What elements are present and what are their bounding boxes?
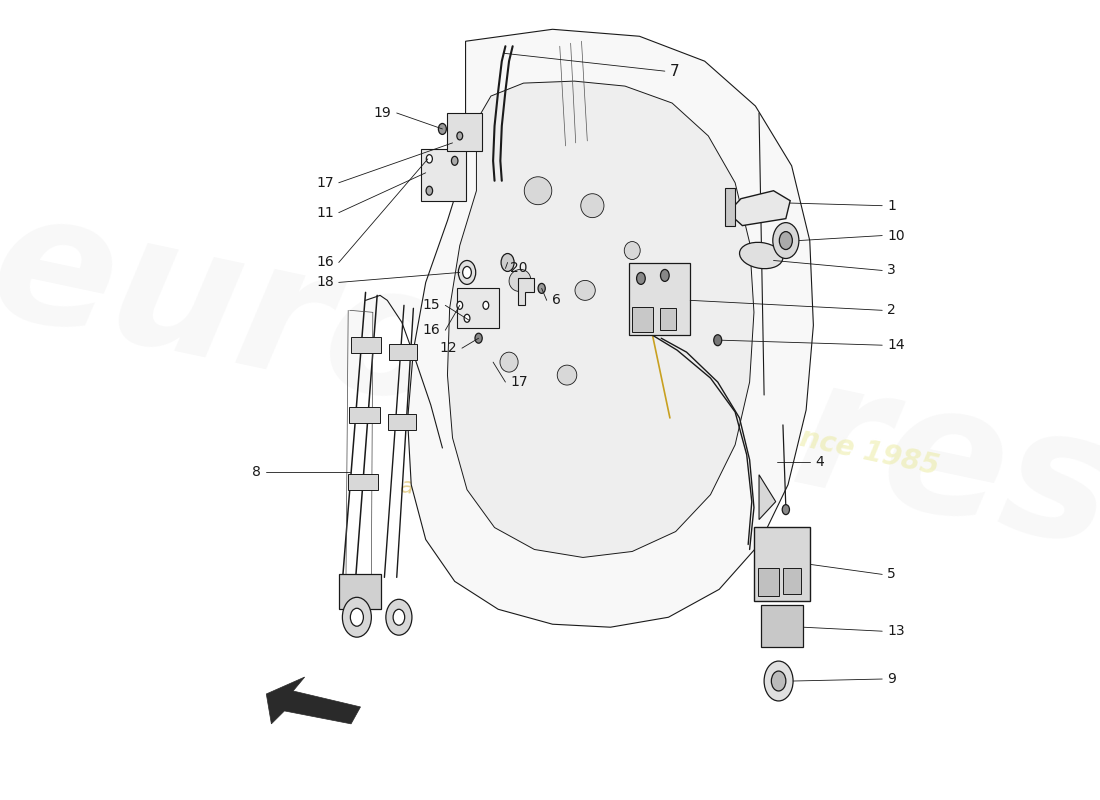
Text: 16: 16 xyxy=(422,323,440,338)
Text: 19: 19 xyxy=(374,106,392,120)
Circle shape xyxy=(456,132,463,140)
Circle shape xyxy=(456,302,463,310)
Bar xyxy=(758,569,779,596)
Circle shape xyxy=(714,334,722,346)
Ellipse shape xyxy=(500,352,518,372)
Circle shape xyxy=(351,608,363,626)
Bar xyxy=(348,474,378,490)
Circle shape xyxy=(538,283,546,294)
Text: 16: 16 xyxy=(316,255,333,270)
Text: a passion for parts since 1985: a passion for parts since 1985 xyxy=(399,476,735,543)
Bar xyxy=(389,344,417,360)
Bar xyxy=(456,288,499,328)
Bar xyxy=(351,338,382,353)
Bar xyxy=(761,606,803,647)
Text: 20: 20 xyxy=(510,262,528,275)
Ellipse shape xyxy=(509,270,531,291)
Ellipse shape xyxy=(525,177,552,205)
Circle shape xyxy=(439,123,447,134)
Circle shape xyxy=(426,186,432,195)
Text: 2: 2 xyxy=(888,303,896,318)
Text: 7: 7 xyxy=(670,64,680,78)
Ellipse shape xyxy=(625,242,640,259)
Ellipse shape xyxy=(581,194,604,218)
Text: 3: 3 xyxy=(888,263,896,278)
Polygon shape xyxy=(266,677,361,724)
Text: 11: 11 xyxy=(316,206,333,220)
Text: 13: 13 xyxy=(888,624,905,638)
Circle shape xyxy=(483,302,488,310)
Polygon shape xyxy=(759,474,775,519)
Circle shape xyxy=(779,231,792,250)
Bar xyxy=(339,574,381,610)
Bar xyxy=(350,407,380,423)
Text: 4: 4 xyxy=(815,454,824,469)
Text: 9: 9 xyxy=(888,672,896,686)
Text: eurospares: eurospares xyxy=(0,175,1100,585)
Circle shape xyxy=(502,254,514,271)
Text: 1: 1 xyxy=(888,198,896,213)
Bar xyxy=(783,569,801,594)
Circle shape xyxy=(427,154,432,163)
Ellipse shape xyxy=(558,365,576,385)
Circle shape xyxy=(463,266,472,278)
Text: 8: 8 xyxy=(252,465,261,478)
Text: 18: 18 xyxy=(316,275,333,290)
Polygon shape xyxy=(728,190,790,226)
Text: 5: 5 xyxy=(888,567,896,582)
Bar xyxy=(628,263,690,335)
Text: 10: 10 xyxy=(888,229,905,242)
Circle shape xyxy=(771,671,785,691)
Bar xyxy=(388,414,416,430)
Text: 12: 12 xyxy=(439,341,456,355)
Text: 17: 17 xyxy=(316,176,333,190)
Circle shape xyxy=(451,156,458,166)
Circle shape xyxy=(393,610,405,626)
Circle shape xyxy=(782,505,790,514)
Circle shape xyxy=(660,270,669,282)
Text: 17: 17 xyxy=(510,375,528,389)
Polygon shape xyxy=(408,30,813,627)
Circle shape xyxy=(464,314,470,322)
Ellipse shape xyxy=(575,281,595,300)
Bar xyxy=(754,526,811,602)
Ellipse shape xyxy=(739,242,783,269)
Circle shape xyxy=(637,273,646,285)
Text: 14: 14 xyxy=(888,338,905,352)
Bar xyxy=(632,307,652,332)
Polygon shape xyxy=(448,81,754,558)
Circle shape xyxy=(764,661,793,701)
Text: since 1985: since 1985 xyxy=(772,418,942,481)
Circle shape xyxy=(773,222,799,258)
Polygon shape xyxy=(518,278,535,306)
Text: 15: 15 xyxy=(422,298,440,312)
Circle shape xyxy=(475,334,482,343)
Bar xyxy=(725,188,735,226)
Bar xyxy=(448,113,482,151)
Text: 6: 6 xyxy=(552,294,561,307)
Bar xyxy=(660,308,675,330)
Circle shape xyxy=(386,599,411,635)
Circle shape xyxy=(342,598,372,637)
Bar xyxy=(420,149,465,201)
Circle shape xyxy=(459,261,475,285)
